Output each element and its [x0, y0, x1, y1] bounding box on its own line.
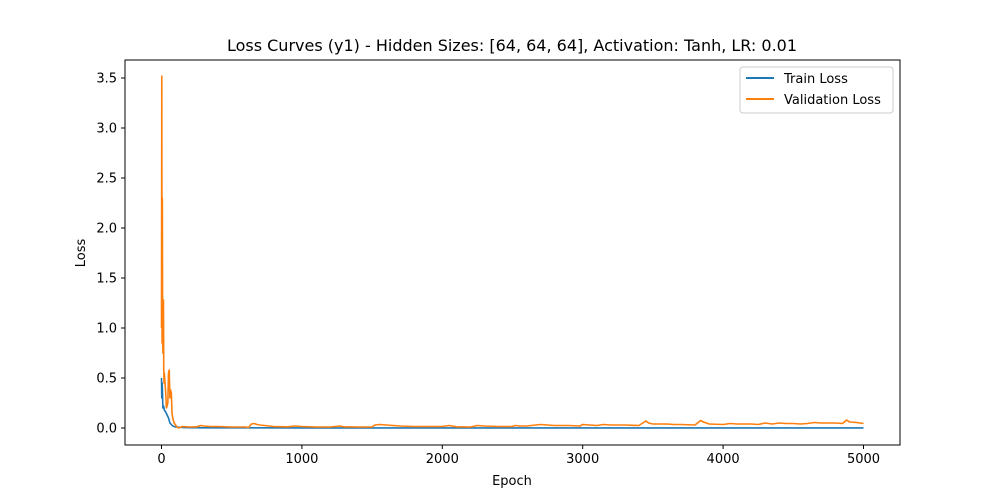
x-axis-label: Epoch: [492, 474, 532, 489]
y-axis: 0.0 0.5 1.0 1.5 2.0 2.5 3.0 3.5: [96, 72, 125, 437]
x-tick-label: 1000: [285, 452, 318, 467]
plot-frame: [124, 59, 901, 446]
y-tick-label: 0.0: [96, 422, 117, 437]
chart-title: Loss Curves (y1) - Hidden Sizes: [64, 64…: [227, 36, 797, 55]
y-tick-label: 3.5: [96, 72, 117, 87]
x-tick-label: 0: [157, 452, 165, 467]
y-tick-label: 3.0: [96, 122, 117, 137]
series-line-validation-loss: [160, 75, 864, 429]
x-tick-label: 2000: [426, 452, 459, 467]
legend-box: [739, 66, 894, 114]
series-line-train-loss: [160, 377, 864, 429]
x-axis: 0 1000 2000 3000 4000 5000: [157, 445, 880, 467]
y-tick-label: 2.5: [96, 172, 117, 187]
plot-area: [125, 60, 900, 445]
x-tick-label: 5000: [847, 452, 880, 467]
legend: Train Loss Validation Loss: [739, 66, 894, 114]
legend-label-validation-loss: Validation Loss: [784, 93, 881, 108]
y-tick-label: 0.5: [96, 372, 117, 387]
y-tick-label: 1.0: [96, 322, 117, 337]
y-tick-label: 2.0: [96, 222, 117, 237]
x-tick-label: 3000: [566, 452, 599, 467]
y-axis-label: Loss: [74, 239, 89, 268]
y-tick-label: 1.5: [96, 272, 117, 287]
x-tick-label: 4000: [707, 452, 740, 467]
legend-label-train-loss: Train Loss: [783, 72, 848, 87]
series-lines: [160, 75, 864, 429]
